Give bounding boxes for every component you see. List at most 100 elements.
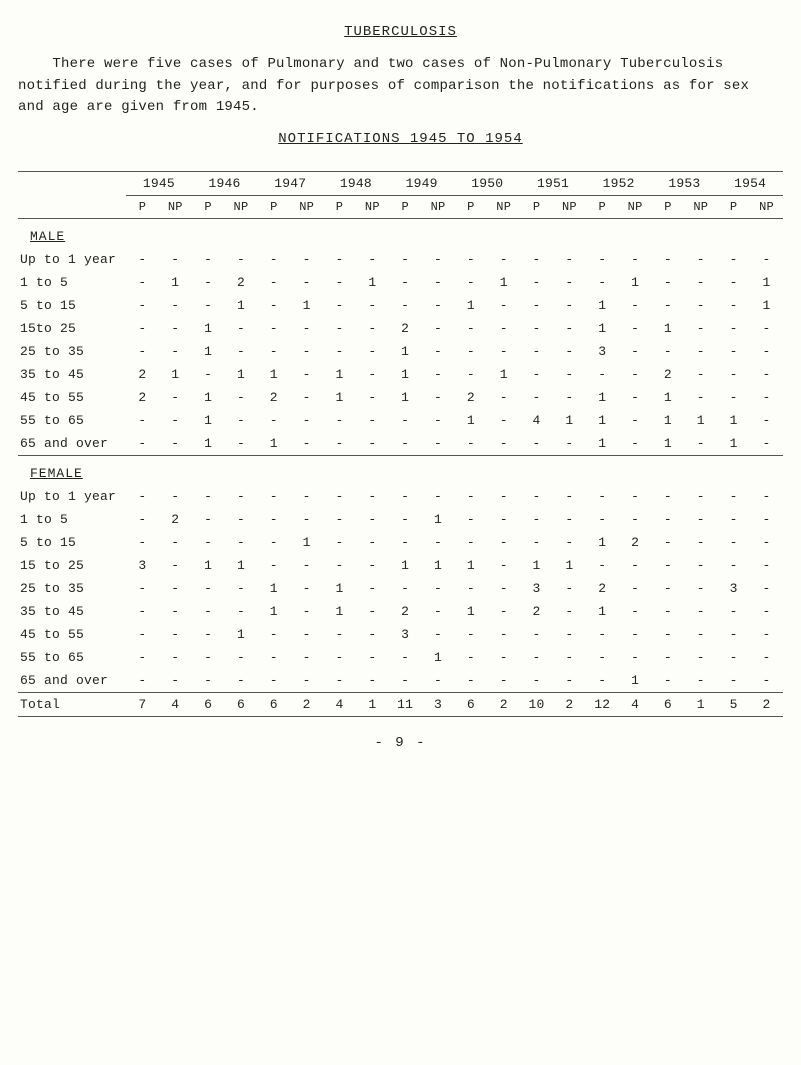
- table-row: 35 to 4521-11-1-1--1----2---: [18, 363, 783, 386]
- pnp-header-row: PNPPNPPNPPNPPNPPNPPNPPNPPNPPNP: [18, 196, 783, 219]
- data-cell: -: [684, 432, 717, 456]
- data-cell: -: [422, 363, 455, 386]
- data-cell: -: [750, 508, 783, 531]
- data-cell: -: [225, 432, 258, 456]
- data-cell: -: [619, 248, 652, 271]
- data-cell: -: [487, 531, 520, 554]
- data-cell: -: [652, 248, 685, 271]
- data-cell: -: [422, 600, 455, 623]
- data-cell: 1: [652, 317, 685, 340]
- data-cell: -: [192, 248, 225, 271]
- data-cell: -: [684, 340, 717, 363]
- pnp-header: P: [520, 196, 553, 219]
- data-cell: -: [652, 340, 685, 363]
- data-cell: -: [389, 577, 422, 600]
- data-cell: -: [619, 363, 652, 386]
- data-cell: -: [553, 646, 586, 669]
- subtitle: NOTIFICATIONS 1945 TO 1954: [18, 131, 783, 147]
- total-label: Total: [18, 693, 126, 717]
- data-cell: -: [553, 623, 586, 646]
- data-cell: -: [356, 432, 389, 456]
- data-cell: -: [487, 386, 520, 409]
- data-cell: -: [323, 531, 356, 554]
- data-cell: -: [487, 623, 520, 646]
- stub-cell: [18, 196, 126, 219]
- data-cell: -: [652, 531, 685, 554]
- data-cell: -: [159, 623, 192, 646]
- data-cell: -: [290, 646, 323, 669]
- data-cell: -: [652, 646, 685, 669]
- data-cell: -: [356, 623, 389, 646]
- data-cell: -: [323, 271, 356, 294]
- data-cell: -: [619, 623, 652, 646]
- data-cell: 1: [652, 409, 685, 432]
- pnp-header: P: [126, 196, 159, 219]
- total-cell: 6: [454, 693, 487, 717]
- data-cell: -: [750, 531, 783, 554]
- year-header: 1953: [652, 172, 718, 196]
- data-cell: -: [717, 646, 750, 669]
- data-cell: -: [422, 485, 455, 508]
- data-cell: -: [750, 317, 783, 340]
- data-cell: -: [192, 646, 225, 669]
- data-cell: -: [520, 340, 553, 363]
- year-header: 1954: [717, 172, 783, 196]
- age-band-label: 35 to 45: [18, 600, 126, 623]
- data-cell: 1: [192, 340, 225, 363]
- data-cell: -: [389, 432, 422, 456]
- data-cell: -: [192, 669, 225, 693]
- age-band-label: 65 and over: [18, 669, 126, 693]
- data-cell: 1: [619, 271, 652, 294]
- total-cell: 2: [750, 693, 783, 717]
- data-cell: 1: [717, 432, 750, 456]
- data-cell: -: [290, 669, 323, 693]
- data-cell: 1: [159, 271, 192, 294]
- data-cell: -: [192, 485, 225, 508]
- data-cell: -: [159, 340, 192, 363]
- data-cell: -: [126, 294, 159, 317]
- data-cell: -: [553, 485, 586, 508]
- data-cell: -: [717, 554, 750, 577]
- page-number: - 9 -: [18, 735, 783, 751]
- data-cell: -: [652, 577, 685, 600]
- data-cell: -: [225, 485, 258, 508]
- data-cell: -: [586, 669, 619, 693]
- data-cell: -: [487, 508, 520, 531]
- data-cell: -: [553, 432, 586, 456]
- data-cell: -: [126, 409, 159, 432]
- data-cell: 3: [717, 577, 750, 600]
- data-cell: -: [225, 340, 258, 363]
- pnp-header: P: [454, 196, 487, 219]
- data-cell: -: [487, 646, 520, 669]
- pnp-header: NP: [290, 196, 323, 219]
- table-row: 15 to 253-11----111-11------: [18, 554, 783, 577]
- pnp-header: NP: [553, 196, 586, 219]
- data-cell: -: [684, 363, 717, 386]
- data-cell: -: [520, 669, 553, 693]
- data-cell: -: [487, 554, 520, 577]
- data-cell: 1: [323, 600, 356, 623]
- data-cell: -: [684, 623, 717, 646]
- age-band-label: 1 to 5: [18, 508, 126, 531]
- data-cell: 2: [652, 363, 685, 386]
- data-cell: -: [520, 485, 553, 508]
- data-cell: -: [159, 600, 192, 623]
- data-cell: 2: [619, 531, 652, 554]
- data-cell: 3: [520, 577, 553, 600]
- data-cell: 1: [257, 363, 290, 386]
- data-cell: -: [750, 669, 783, 693]
- table-row: Up to 1 year--------------------: [18, 485, 783, 508]
- data-cell: -: [750, 248, 783, 271]
- data-cell: 1: [389, 386, 422, 409]
- data-cell: 1: [586, 386, 619, 409]
- data-cell: -: [454, 432, 487, 456]
- data-cell: 1: [290, 531, 323, 554]
- data-cell: -: [323, 554, 356, 577]
- data-cell: -: [454, 531, 487, 554]
- data-cell: -: [487, 600, 520, 623]
- data-cell: -: [422, 432, 455, 456]
- pnp-header: NP: [619, 196, 652, 219]
- year-header: 1950: [454, 172, 520, 196]
- data-cell: -: [717, 294, 750, 317]
- data-cell: -: [553, 669, 586, 693]
